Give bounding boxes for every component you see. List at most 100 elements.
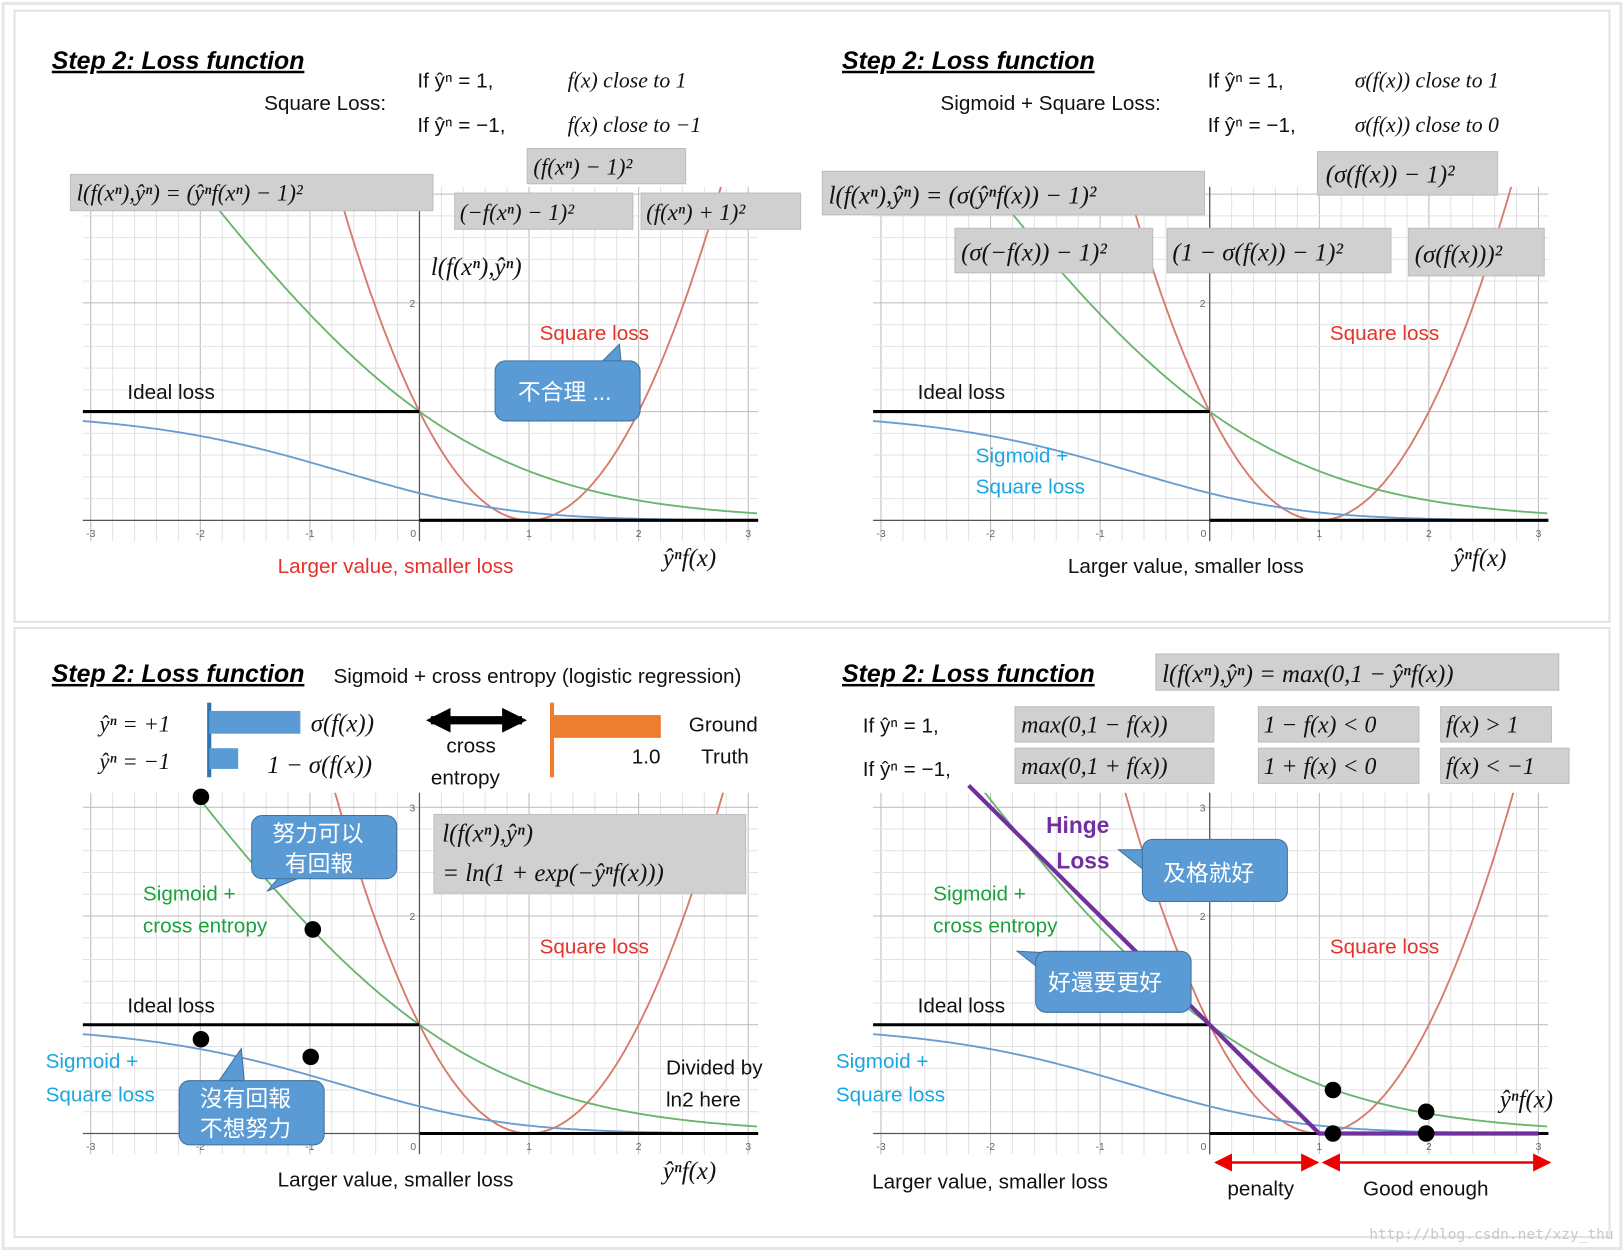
label: (1 − σ(f(x)) − 1)² [1172, 239, 1343, 266]
label: Larger value, smaller loss [872, 1170, 1108, 1193]
curves [82, 186, 759, 522]
label: l(f(xⁿ),ŷⁿ) = (ŷⁿf(xⁿ) − 1)² [77, 180, 304, 205]
example-dot [192, 1030, 210, 1048]
label: Ideal loss [918, 381, 1005, 404]
label: 不想努力 [200, 1116, 291, 1142]
label: l(f(xⁿ),ŷⁿ) = (σ(ŷⁿf(x)) − 1)² [829, 182, 1097, 209]
callout [1035, 950, 1192, 1013]
formula-box [1440, 747, 1570, 784]
formula-box [433, 813, 747, 894]
truth-bar [552, 715, 661, 738]
label: Square loss [1330, 935, 1439, 958]
label: Larger value, smaller loss [278, 1168, 514, 1191]
label: (−f(xⁿ) − 1)² [460, 200, 575, 225]
loss-curve [1126, 186, 1513, 522]
label: If ŷⁿ = −1, [417, 114, 505, 137]
label: l(f(xⁿ),ŷⁿ) [442, 820, 533, 847]
label: Square loss [540, 935, 649, 958]
x-tick-label: -3 [876, 529, 885, 540]
label: 1 + f(x) < 0 [1264, 754, 1377, 780]
x-tick-label: 1 [1316, 1142, 1322, 1153]
formula-box [526, 148, 687, 185]
pred-bar [209, 748, 239, 769]
x-tick-label: -2 [986, 1142, 995, 1153]
panel-title: Step 2: Loss function [842, 661, 1095, 688]
x-tick-label: -3 [876, 1142, 885, 1153]
formula-box [1440, 706, 1553, 743]
label: 好還要更好 [1048, 970, 1162, 996]
label: Sigmoid + [976, 444, 1069, 467]
hinge-loss [967, 784, 1539, 1136]
formula-box [821, 170, 1206, 216]
x-tick-label: -1 [1096, 529, 1105, 540]
bottom-frame [13, 627, 1611, 1239]
label: σ(f(x)) [311, 711, 374, 738]
label: max(0,1 + f(x)) [1021, 754, 1167, 780]
callout [251, 815, 398, 880]
label: = ln(1 + exp(−ŷⁿf(x))) [442, 860, 664, 887]
label: Larger value, smaller loss [1068, 555, 1304, 578]
label: (f(xⁿ) + 1)² [646, 200, 746, 225]
label: max(0,1 − f(x)) [1021, 713, 1167, 739]
x-tick-label: 1 [526, 529, 532, 540]
label: cross entropy [933, 915, 1058, 938]
callout [494, 360, 641, 422]
label: ŷⁿf(x) [660, 1158, 716, 1185]
label: If ŷⁿ = 1, [417, 69, 493, 92]
x-tick-label: -1 [305, 1142, 314, 1153]
label: σ(f(x)) close to 1 [1355, 68, 1499, 92]
y-tick-label: 2 [410, 299, 416, 310]
y-tick-label: 2 [1200, 912, 1206, 923]
label: ŷⁿf(x) [660, 545, 716, 572]
ideal-loss [82, 410, 759, 522]
label: 1 − σ(f(x)) [267, 752, 372, 779]
x-tick-label: -2 [986, 529, 995, 540]
label: f(x) < −1 [1446, 754, 1535, 780]
formula-box [1166, 227, 1392, 274]
ideal-loss [82, 1023, 759, 1136]
label: Square loss [540, 322, 649, 345]
x-tick-label: 2 [636, 1142, 642, 1153]
label: ŷⁿ = +1 [97, 712, 170, 737]
label: Hinge [1046, 812, 1109, 838]
label: If ŷⁿ = 1, [863, 715, 939, 738]
x-tick-label: -1 [1096, 1142, 1105, 1153]
top-frame [13, 9, 1611, 623]
label: Sigmoid + cross entropy (logistic regres… [334, 665, 742, 688]
label: If ŷⁿ = −1, [1208, 114, 1296, 137]
x-tick-label: -3 [86, 1142, 95, 1153]
label: 有回報 [285, 850, 354, 876]
label: (σ(f(x)) − 1)² [1326, 162, 1455, 189]
x-tick-label: 3 [1536, 529, 1542, 540]
callout [178, 1080, 325, 1146]
loss-curve [334, 792, 724, 1135]
label: ŷⁿ = −1 [97, 749, 170, 774]
label: Loss [1056, 847, 1109, 873]
label: Sigmoid + [836, 1050, 929, 1073]
label: (σ(−f(x)) − 1)² [961, 239, 1107, 266]
label: l(f(xⁿ),ŷⁿ) [431, 254, 522, 281]
x-tick-label: 2 [1426, 1142, 1432, 1153]
x-tick-label: 2 [1426, 529, 1432, 540]
label: 不合理 ... [518, 379, 612, 405]
formula-box [454, 192, 634, 230]
formula-box [1257, 747, 1420, 784]
x-tick-label: 3 [1536, 1142, 1542, 1153]
label: Sigmoid + [143, 882, 236, 905]
formula-box [1155, 653, 1560, 691]
formula-box [1014, 747, 1215, 784]
example-dot [192, 788, 210, 806]
label: Ground [689, 714, 758, 737]
label: ŷⁿf(x) [1497, 1087, 1553, 1114]
label: l(f(xⁿ),ŷⁿ) = max(0,1 − ŷⁿf(x)) [1162, 661, 1454, 688]
curves [873, 186, 1549, 522]
formula-box [640, 192, 802, 230]
plot [873, 792, 1549, 1155]
panel-title: Step 2: Loss function [842, 48, 1095, 75]
label: Square loss [46, 1083, 155, 1106]
panel-title: Step 2: Loss function [52, 48, 305, 75]
label: cross [446, 734, 495, 757]
label: Square loss [836, 1083, 945, 1106]
label: Sigmoid + Square Loss: [940, 92, 1160, 115]
